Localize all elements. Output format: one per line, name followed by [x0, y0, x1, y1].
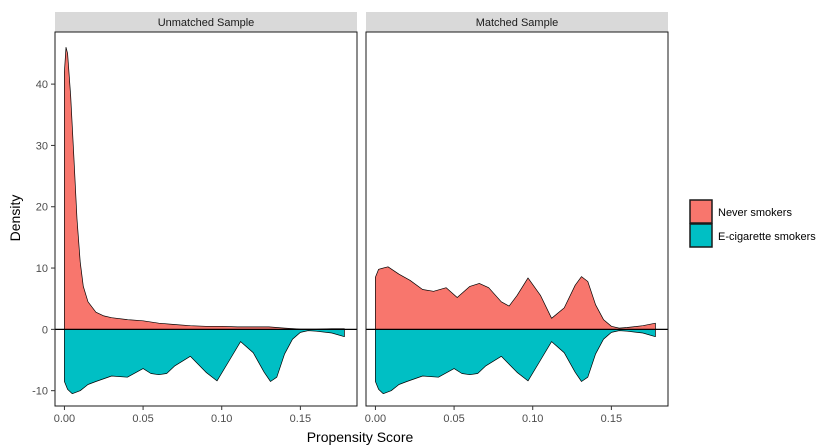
- facet-panel: Unmatched Sample 0.00 0.05 0.10 0.15: [54, 12, 358, 425]
- y-tick-label: 20: [36, 202, 48, 214]
- panel-border: [54, 31, 358, 407]
- y-axis-title: Density: [7, 195, 23, 242]
- legend-key: [689, 223, 713, 248]
- x-tick-label: 0.05: [443, 413, 464, 425]
- never-smokers-density-area: [64, 46, 345, 330]
- facet-strip: [366, 12, 668, 32]
- x-tick-label: 0.15: [601, 413, 622, 425]
- legend-label: Never smokers: [718, 207, 792, 219]
- legend-label: E-cigarette smokers: [718, 231, 816, 243]
- ecig-smokers-density-area: [64, 329, 345, 395]
- never-smokers-density-area: [375, 266, 656, 330]
- x-tick-label: 0.10: [211, 413, 232, 425]
- x-tick-label: 0.10: [522, 413, 543, 425]
- y-tick-label: 0: [42, 324, 48, 336]
- y-tick-label: 30: [36, 140, 48, 152]
- facet-strip: [55, 12, 357, 32]
- facet-strip-label: Unmatched Sample: [158, 17, 255, 29]
- y-tick-label: -10: [32, 386, 48, 398]
- x-tick-label: 0.15: [290, 413, 311, 425]
- facet-strip-label: Matched Sample: [476, 17, 559, 29]
- y-axis: -10 0 10 20 30 40: [32, 79, 55, 398]
- x-tick-label: 0.00: [54, 413, 75, 425]
- y-tick-label: 10: [36, 263, 48, 275]
- facet-panel: Matched Sample 0.00 0.05 0.10 0.15: [365, 12, 669, 425]
- ecig-smokers-density-area: [375, 329, 656, 395]
- x-tick-label: 0.00: [365, 413, 386, 425]
- panel-border: [365, 31, 669, 407]
- y-tick-label: 40: [36, 79, 48, 91]
- legend-key: [689, 199, 713, 224]
- x-tick-label: 0.05: [132, 413, 153, 425]
- x-axis-title: Propensity Score: [307, 429, 414, 445]
- legend: Never smokers E-cigarette smokers: [689, 199, 816, 248]
